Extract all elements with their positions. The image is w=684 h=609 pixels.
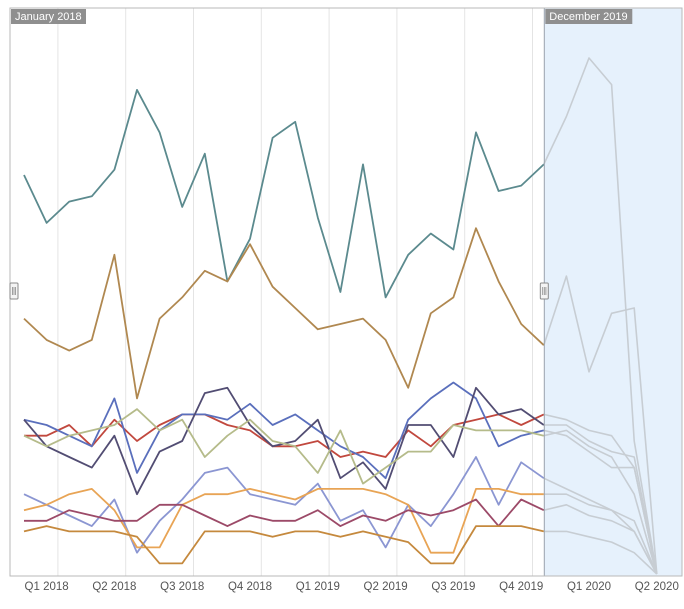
series-line-10 — [23, 525, 545, 565]
ghost-series-line-2 — [543, 275, 658, 575]
range-start-label: January 2018 — [11, 9, 86, 24]
series-line-3 — [24, 413, 545, 458]
ghost-series-line-4 — [543, 429, 658, 575]
ghost-series-line-5 — [543, 424, 658, 575]
x-tick-label: Q1 2018 — [25, 581, 69, 593]
range-start-label-text: January 2018 — [15, 11, 82, 23]
ghost-series-line-7 — [543, 477, 658, 575]
series-line-6 — [23, 408, 545, 485]
ghost-series-line-1 — [543, 57, 658, 575]
ghost-series-line-10 — [543, 530, 658, 575]
series-line-7 — [23, 456, 545, 554]
x-tick-label: Q2 2019 — [364, 581, 408, 593]
unselected-range-shading — [544, 8, 682, 576]
series-layer — [23, 89, 545, 565]
series-line-5 — [23, 386, 545, 496]
x-tick-label: Q2 2020 — [635, 581, 679, 593]
series-line-9 — [24, 498, 545, 527]
x-tick-label: Q2 2018 — [92, 581, 136, 593]
ghost-series-line-6 — [543, 429, 658, 575]
series-line-2 — [23, 227, 545, 400]
x-tick-label: Q3 2019 — [431, 581, 475, 593]
range-end-label-text: December 2019 — [549, 11, 627, 23]
series-line-8 — [23, 488, 544, 554]
x-tick-label: Q4 2019 — [499, 581, 543, 593]
x-tick-label: Q4 2018 — [228, 581, 272, 593]
range-end-handle[interactable] — [539, 282, 549, 300]
range-end-label-background — [545, 9, 633, 24]
range-start-label-background — [11, 9, 86, 24]
series-line-4 — [23, 381, 545, 480]
series-line-1 — [23, 89, 545, 299]
x-tick-label: Q1 2020 — [567, 581, 611, 593]
ghost-series-layer — [543, 57, 658, 575]
range-start-handle[interactable] — [9, 282, 19, 300]
x-tick-labels: Q1 2018 Q2 2018 Q3 2018 Q4 2018 Q1 2019 Q2 20… — [25, 581, 679, 593]
range-end-label: December 2019 — [545, 9, 633, 24]
x-tick-label: Q1 2019 — [296, 581, 340, 593]
ghost-series-line-9 — [543, 504, 658, 575]
x-tick-label: Q3 2018 — [160, 581, 204, 593]
